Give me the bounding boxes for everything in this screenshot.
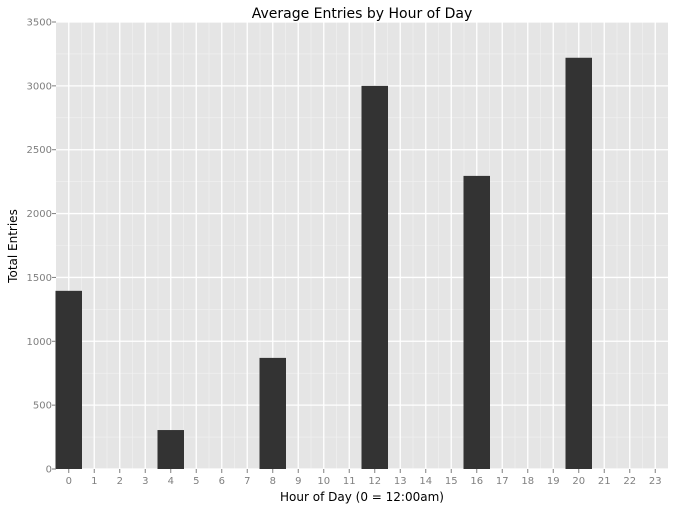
- x-axis-title: Hour of Day (0 = 12:00am): [280, 490, 444, 504]
- x-tick-label: 0: [66, 476, 72, 487]
- x-tick-label: 1: [91, 476, 97, 487]
- x-tick-label: 15: [445, 476, 458, 487]
- y-tick-label: 3500: [27, 18, 52, 29]
- x-tick-label: 23: [649, 476, 662, 487]
- bar-hour-4: [157, 430, 184, 469]
- x-tick-label: 9: [295, 476, 301, 487]
- x-tick-label: 17: [496, 476, 509, 487]
- x-tick-label: 20: [572, 476, 585, 487]
- x-tick-label: 12: [368, 476, 381, 487]
- x-tick-label: 21: [598, 476, 611, 487]
- x-tick-label: 6: [219, 476, 225, 487]
- x-tick-label: 22: [623, 476, 636, 487]
- bar-hour-0: [55, 290, 82, 469]
- y-tick-label: 500: [33, 401, 52, 412]
- bar-hour-12: [361, 85, 388, 469]
- y-tick-label: 1500: [27, 273, 52, 284]
- x-tick-label: 4: [168, 476, 174, 487]
- bars: [55, 57, 592, 469]
- bar-hour-20: [565, 57, 592, 469]
- x-tick-label: 14: [419, 476, 432, 487]
- x-tick-label: 7: [244, 476, 250, 487]
- x-tick-label: 5: [193, 476, 199, 487]
- y-tick-label: 2500: [27, 145, 52, 156]
- x-axis: 0 1 2 3 4 5 6 7 8 9 10 11 12 13 14 15 16 17 18 19 20 21 22 23: [66, 469, 662, 487]
- chart-title: Average Entries by Hour of Day: [252, 6, 473, 22]
- x-tick-label: 8: [270, 476, 276, 487]
- y-axis-title: Total Entries: [6, 209, 20, 284]
- bar-hour-8: [259, 357, 286, 469]
- x-tick-label: 10: [317, 476, 330, 487]
- x-tick-label: 19: [547, 476, 560, 487]
- x-tick-label: 3: [142, 476, 148, 487]
- y-tick-label: 1000: [27, 337, 52, 348]
- x-tick-label: 11: [343, 476, 356, 487]
- y-tick-label: 0: [46, 465, 52, 476]
- y-tick-label: 3000: [27, 81, 52, 92]
- y-axis: 0 500 1000 1500 2000 2500 3000 3500: [27, 18, 56, 476]
- x-tick-label: 18: [521, 476, 534, 487]
- y-tick-label: 2000: [27, 209, 52, 220]
- x-tick-label: 2: [117, 476, 123, 487]
- bar-hour-16: [463, 175, 490, 469]
- x-tick-label: 13: [394, 476, 407, 487]
- x-tick-label: 16: [470, 476, 483, 487]
